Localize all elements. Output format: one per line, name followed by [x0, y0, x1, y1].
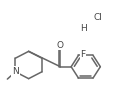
Text: F: F — [80, 50, 86, 59]
Text: N: N — [12, 67, 19, 76]
Text: H: H — [80, 23, 87, 32]
Text: Cl: Cl — [93, 13, 102, 22]
Text: O: O — [57, 41, 64, 50]
